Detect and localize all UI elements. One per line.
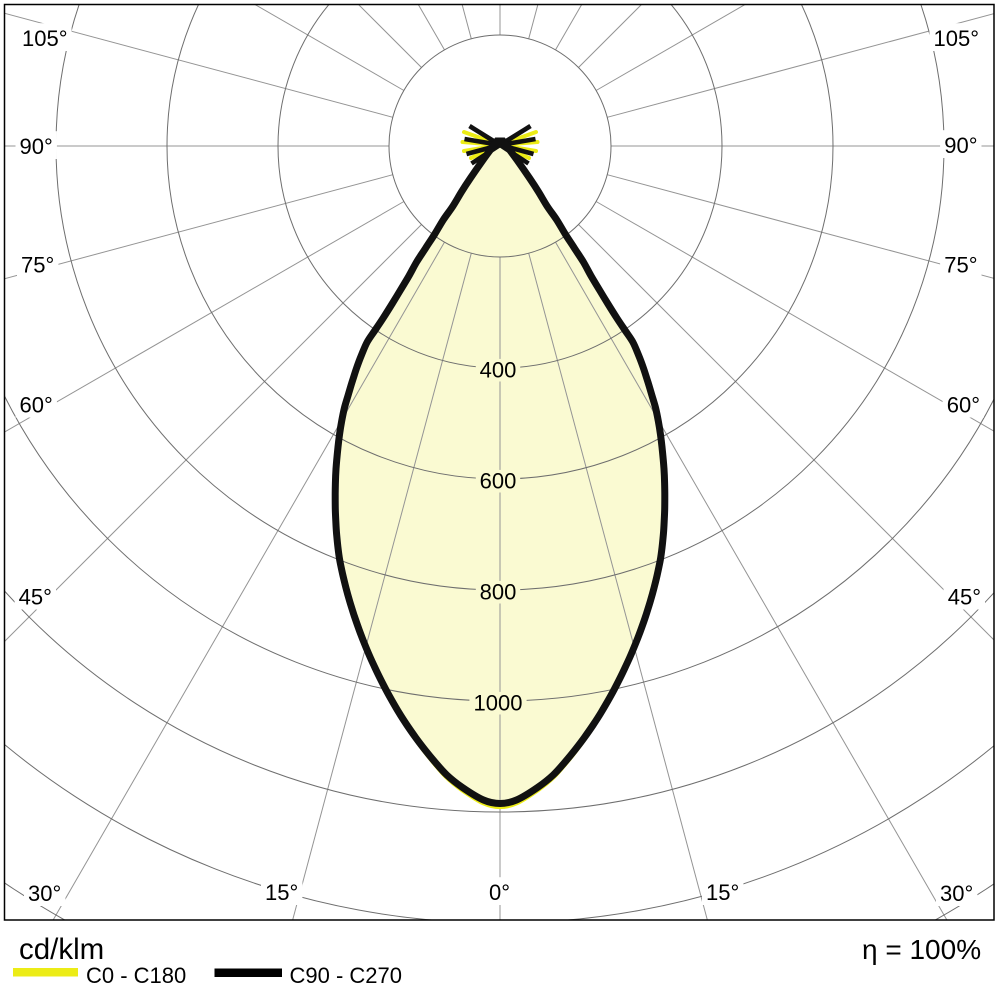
- svg-text:cd/klm: cd/klm: [19, 933, 104, 966]
- svg-text:90°: 90°: [944, 133, 977, 158]
- svg-text:45°: 45°: [948, 585, 981, 610]
- svg-text:75°: 75°: [944, 253, 977, 278]
- svg-text:45°: 45°: [19, 585, 52, 610]
- svg-text:15°: 15°: [265, 880, 298, 905]
- svg-text:60°: 60°: [20, 393, 53, 418]
- svg-text:600: 600: [480, 469, 517, 494]
- svg-text:75°: 75°: [21, 253, 54, 278]
- svg-text:90°: 90°: [20, 134, 53, 159]
- svg-text:30°: 30°: [28, 881, 61, 906]
- svg-text:30°: 30°: [940, 881, 973, 906]
- svg-text:400: 400: [480, 358, 517, 383]
- svg-text:0°: 0°: [489, 880, 510, 905]
- svg-text:105°: 105°: [933, 26, 979, 51]
- svg-text:1000: 1000: [474, 691, 523, 716]
- svg-text:C90 - C270: C90 - C270: [290, 963, 403, 988]
- svg-text:15°: 15°: [706, 880, 739, 905]
- svg-text:800: 800: [480, 580, 517, 605]
- svg-text:105°: 105°: [22, 26, 68, 51]
- svg-text:60°: 60°: [947, 393, 980, 418]
- svg-text:C0 - C180: C0 - C180: [86, 963, 186, 988]
- svg-text:η = 100%: η = 100%: [862, 934, 981, 965]
